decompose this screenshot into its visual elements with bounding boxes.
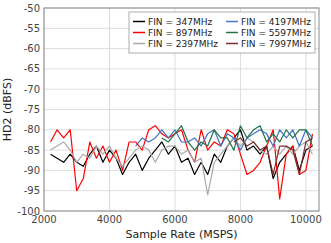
x-tick-label: 4000 [97,214,122,225]
y-tick-label: -90 [24,165,40,176]
y-tick-label: -55 [24,23,40,34]
legend-label: FIN = 897MHz [148,28,213,38]
y-tick-label: -95 [24,185,40,196]
grid-line-y [44,190,319,191]
y-tick-label: -65 [24,63,40,74]
legend-swatch [133,21,145,23]
legend-box [129,12,315,53]
legend-swatch [133,32,145,34]
legend-label: FIN = 347MHz [148,17,213,27]
y-tick-label: -80 [24,124,40,135]
series-line [234,138,313,175]
y-tick-label: -100 [17,206,40,217]
x-tick-label: 6000 [162,214,187,225]
grid-line-y [44,150,319,151]
grid-line-y [44,109,319,110]
legend-label: FIN = 4197MHz [241,17,311,27]
grid-line-y [44,89,319,90]
legend: FIN = 347MHzFIN = 897MHzFIN = 2397MHz FIN… [129,12,315,53]
y-tick-label: -60 [24,43,40,54]
tick-labels: 200040006000800010000-100-95-90-85-80-75… [17,3,322,226]
legend-swatch [133,43,145,45]
legend-label: FIN = 5597MHz [241,28,311,38]
grid-line-y [44,68,319,69]
legend-swatch [226,21,238,23]
y-tick-label: -50 [24,3,40,14]
y-axis-label: HD2 (dBFS) [1,78,14,141]
plot-frame [44,8,319,211]
legend-label: FIN = 2397MHz [148,39,218,49]
series-lines [51,126,313,199]
grid [44,8,319,211]
legend-swatch [226,32,238,34]
y-tick-label: -75 [24,104,40,115]
series-line [136,130,313,150]
plot-background [44,8,319,211]
x-axis-label: Sample Rate (MSPS) [125,228,237,241]
legend-label: FIN = 7997MHz [241,39,311,49]
y-tick-label: -85 [24,145,40,156]
series-line [51,126,313,199]
x-tick-label: 8000 [228,214,253,225]
legend-swatch [226,43,238,45]
x-tick-label: 10000 [290,214,322,225]
y-tick-label: -70 [24,84,40,95]
chart: 200040006000800010000-100-95-90-85-80-75… [0,0,331,243]
series-line [162,126,313,150]
